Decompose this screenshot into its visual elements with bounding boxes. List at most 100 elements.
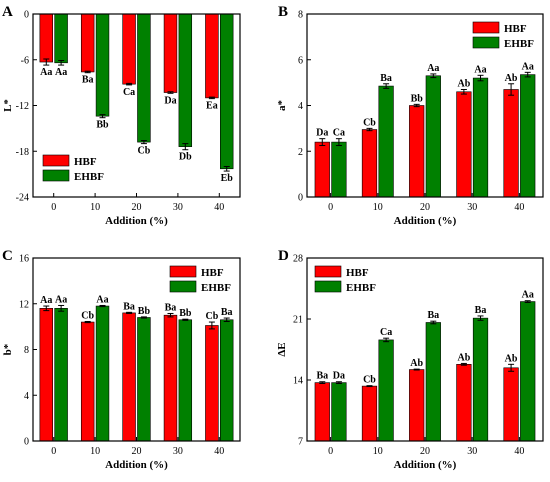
- legend-label: EHBF: [74, 171, 104, 183]
- legend-swatch-hbf: [314, 265, 342, 278]
- legend-swatch-ehbf: [169, 280, 197, 293]
- data-label: Bb: [179, 308, 192, 319]
- bar-ehbf-0: [54, 13, 68, 64]
- bar-hbf-0: [39, 308, 53, 442]
- y-tick-label: -24: [16, 193, 29, 204]
- data-label: Eb: [221, 173, 234, 184]
- y-tick-label: 0: [298, 193, 303, 204]
- x-tick-label: 30: [173, 202, 183, 213]
- bar-hbf-30: [456, 364, 472, 442]
- data-label: Ba: [221, 307, 233, 318]
- data-label: Bb: [138, 306, 151, 317]
- data-label: Ea: [206, 101, 218, 112]
- data-label: Aa: [55, 294, 67, 305]
- bar-hbf-30: [163, 314, 178, 442]
- data-label: Aa: [522, 61, 534, 72]
- data-label: Bb: [96, 120, 109, 131]
- legend-swatch-hbf: [42, 154, 70, 167]
- x-tick-label: 30: [467, 202, 477, 213]
- data-label: Cb: [81, 310, 94, 321]
- legend-label: EHBF: [504, 38, 534, 50]
- bar-hbf-20: [409, 369, 425, 442]
- legend-label: EHBF: [346, 282, 376, 294]
- y-tick-label: 4: [298, 101, 303, 112]
- bar-ehbf-0: [54, 308, 68, 442]
- x-tick-label: 10: [90, 202, 100, 213]
- data-label: Ab: [410, 358, 423, 369]
- bar-ehbf-10: [95, 305, 110, 442]
- y-tick-label: 7: [298, 437, 303, 448]
- legend-swatch-ehbf: [314, 280, 342, 293]
- y-tick-label: -18: [16, 147, 29, 158]
- y-tick-label: 16: [19, 254, 29, 265]
- y-tick-label: 6: [298, 55, 303, 66]
- bar-ehbf-30: [178, 13, 193, 147]
- bar-hbf-20: [122, 13, 136, 85]
- bar-hbf-40: [503, 367, 519, 442]
- y-tick-label: -12: [16, 101, 29, 112]
- x-tick-label: 10: [373, 446, 383, 457]
- bar-ehbf-0: [331, 141, 347, 198]
- y-axis-label: L*: [2, 99, 14, 112]
- y-tick-label: 0: [24, 10, 29, 21]
- bar-ehbf-40: [220, 13, 234, 170]
- legend-label: HBF: [346, 267, 369, 279]
- legend-label: HBF: [74, 156, 97, 168]
- y-tick-label: 21: [293, 315, 303, 326]
- chart-panel-a: A Aa Ba Ca Da Ea Aa Bb Cb Db Eb 0 -6 -12 -18 -24 0 10 20 30…: [2, 4, 241, 227]
- x-tick-label: 30: [467, 446, 477, 457]
- y-axis-label: ΔE: [276, 342, 288, 356]
- y-tick-label: 28: [293, 254, 303, 265]
- x-tick-label: 40: [214, 202, 224, 213]
- x-tick-label: 0: [51, 446, 56, 457]
- x-tick-label: 40: [214, 446, 224, 457]
- bar-ehbf-30: [472, 317, 489, 442]
- x-tick-label: 0: [328, 446, 333, 457]
- bar-hbf-40: [205, 325, 219, 442]
- data-label: Da: [333, 371, 345, 382]
- bar-hbf-10: [361, 385, 378, 442]
- x-tick-label: 40: [514, 446, 524, 457]
- y-tick-label: 8: [298, 10, 303, 21]
- bar-ehbf-40: [520, 301, 536, 442]
- x-tick-label: 20: [420, 446, 430, 457]
- bar-hbf-10: [80, 321, 95, 442]
- data-label: Aa: [40, 67, 52, 78]
- data-label: Aa: [40, 295, 52, 306]
- bar-ehbf-40: [520, 74, 536, 198]
- chart-panel-b: B Da Cb Bb Ab Ab Ca Ba Aa Aa Aa 0 2 4 6 8 0 10 20 30 40 Addit…: [276, 4, 544, 227]
- bar-hbf-30: [456, 91, 472, 198]
- data-label: Ba: [475, 305, 487, 316]
- y-tick-label: 0: [24, 437, 29, 448]
- chart-panel-d: D Ba Cb Ab Ab Ab Da Ca Ba Ba Aa 7 14 21 28 0 10 20 30 40 Add…: [276, 248, 544, 471]
- x-tick-label: 10: [90, 446, 100, 457]
- data-label: Aa: [55, 67, 67, 78]
- x-axis-label: Addition (%): [105, 459, 168, 471]
- panel-letter: D: [278, 248, 289, 264]
- data-label: Ba: [427, 310, 439, 321]
- bar-ehbf-10: [378, 339, 394, 442]
- bar-ehbf-30: [472, 77, 489, 198]
- x-axis-label: Addition (%): [105, 215, 168, 227]
- x-tick-label: 40: [514, 202, 524, 213]
- x-tick-label: 0: [51, 202, 56, 213]
- bar-hbf-10: [80, 13, 95, 73]
- data-label: Bb: [411, 93, 424, 104]
- data-label: Ba: [316, 371, 328, 382]
- bar-ehbf-0: [331, 382, 347, 442]
- y-tick-label: 4: [24, 391, 29, 402]
- data-label: Ba: [380, 73, 392, 84]
- y-tick-label: 2: [298, 147, 303, 158]
- bar-ehbf-40: [220, 319, 234, 442]
- legend-swatch-hbf: [169, 265, 197, 278]
- x-tick-label: 0: [328, 202, 333, 213]
- data-label: Ba: [82, 75, 94, 86]
- data-label: Ab: [457, 352, 470, 363]
- data-label: Ab: [457, 78, 470, 89]
- data-label: Ca: [123, 87, 135, 98]
- legend-swatch-hbf: [472, 21, 500, 34]
- bar-hbf-20: [409, 105, 425, 198]
- legend-swatch-ehbf: [42, 169, 70, 182]
